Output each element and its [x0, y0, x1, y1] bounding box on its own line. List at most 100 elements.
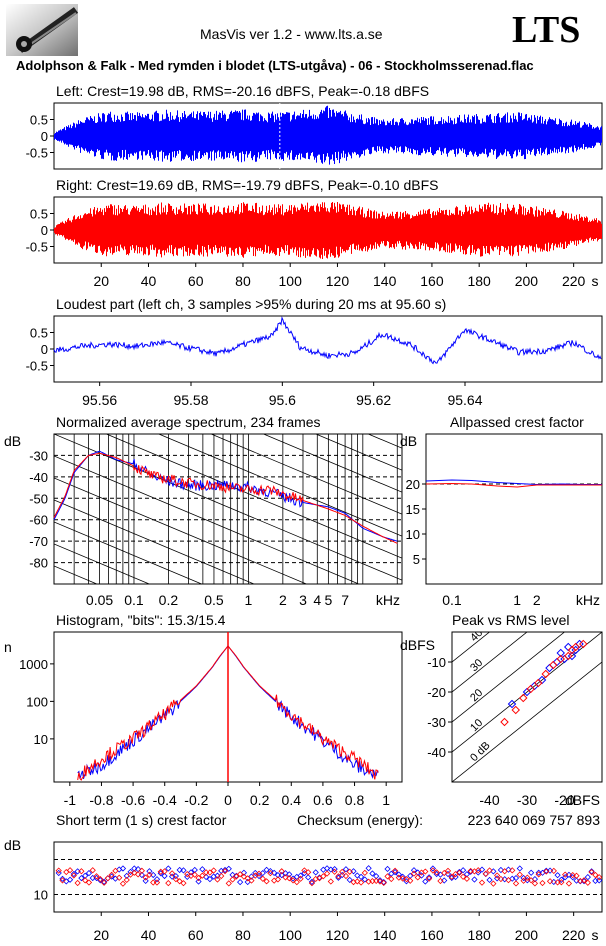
short-term-crest-point-right [55, 867, 62, 874]
peak-vs-rms-point-left [556, 648, 565, 658]
right-waveform-tick-label: 0.5 [30, 207, 48, 222]
peak-vs-rms-point-right [519, 693, 528, 703]
peak-vs-rms-tick-label: -10 [427, 655, 446, 670]
peak-vs-rms-x-tick-label: -30 [517, 792, 537, 808]
short-term-crest-point-right [225, 880, 232, 887]
short-term-crest-point-left [138, 871, 145, 879]
short-term-crest-point-right [74, 879, 81, 887]
avg-spectrum-tick-label: -30 [29, 448, 48, 463]
peak-vs-rms-tick-label: -20 [427, 685, 446, 700]
avg-spectrum-title: Normalized average spectrum, 234 frames [56, 414, 321, 430]
allpassed-crest-ylabel: dB [400, 433, 417, 449]
short-term-crest-point-right [195, 874, 202, 882]
short-term-crest-point-left [425, 874, 433, 881]
short-term-crest-point-right [373, 877, 380, 885]
allpassed-crest-series-left [425, 479, 602, 486]
short-term-crest-point-left [153, 876, 161, 883]
short-term-crest-point-right [210, 867, 217, 874]
avg-spectrum-x-tick-label: 5 [324, 592, 332, 608]
short-term-crest-point-right [512, 880, 520, 887]
peak-vs-rms-point-right [541, 669, 550, 679]
short-term-crest-point-left [512, 874, 520, 882]
short-term-crest-point-right [293, 879, 300, 886]
short-term-crest-x-tick-label: 80 [235, 927, 251, 943]
waveform-x-tick-label: 120 [326, 273, 350, 289]
short-term-crest-point-right [305, 869, 312, 876]
short-term-crest-point-left [225, 865, 232, 872]
short-term-crest-point-right [89, 867, 96, 874]
histogram-x-tick-label: -0.4 [153, 792, 177, 808]
histogram-x-tick-label: -0.8 [89, 792, 113, 808]
allpassed-crest-title: Allpassed crest factor [450, 414, 584, 430]
peak-vs-rms-point-right [534, 678, 543, 688]
avg-spectrum-slope-line [54, 434, 402, 581]
brand-logo-text: LTS [512, 9, 581, 51]
short-term-crest-point-right [486, 867, 493, 874]
short-term-crest-point-right [335, 873, 342, 880]
short-term-crest-point-left [467, 868, 474, 875]
loudest-part-frame [53, 315, 603, 383]
short-term-crest-point-right [331, 868, 338, 875]
histogram-x-tick-label: 1 [382, 792, 390, 808]
short-term-crest-point-left [176, 866, 183, 874]
short-term-crest-point-right [422, 868, 429, 875]
short-term-crest-point-left [131, 865, 138, 872]
short-term-crest-x-tick-label: 40 [141, 927, 157, 943]
short-term-crest-point-left [259, 869, 266, 877]
peak-vs-rms-point-right [526, 684, 535, 694]
waveform-x-tick-label: 80 [235, 273, 251, 289]
short-term-crest-point-right [233, 873, 240, 880]
waveform-x-tick-label: 20 [93, 273, 109, 289]
short-term-crest-point-left [391, 869, 399, 876]
short-term-crest-point-right [444, 867, 452, 874]
avg-spectrum-slope-line [314, 434, 402, 471]
short-term-crest-point-right [237, 871, 244, 878]
short-term-crest-point-right [391, 867, 399, 874]
short-term-crest-point-left [365, 865, 372, 872]
short-term-crest-x-tick-label: 120 [326, 927, 350, 943]
short-term-crest-point-left [478, 866, 486, 873]
short-term-crest-x-tick-label: 200 [515, 927, 539, 943]
short-term-crest-point-right [97, 876, 104, 883]
short-term-crest-point-left [422, 878, 429, 885]
histogram-tick-label: 10 [34, 732, 48, 747]
left-waveform-tick-label: 0 [41, 129, 48, 144]
histogram-x-tick-label: 0.6 [313, 792, 333, 808]
loudest-part-x-tick-label: 95.56 [82, 392, 117, 408]
peak-vs-rms-crest-label: 40 [468, 627, 485, 644]
avg-spectrum-x-unit: kHz [376, 592, 400, 608]
loudest-part-x-tick-label: 95.6 [269, 392, 296, 408]
short-term-crest-point-left [305, 874, 312, 881]
short-term-crest-point-left [78, 874, 85, 882]
short-term-crest-point-right [494, 872, 501, 879]
allpassed-crest-x-tick-label: 1 [513, 592, 521, 608]
short-term-crest-point-right [168, 870, 176, 877]
short-term-crest-point-right [191, 871, 198, 878]
short-term-crest-point-right [150, 879, 157, 886]
short-term-crest-point-right [116, 874, 123, 881]
peak-vs-rms-title: Peak vs RMS level [452, 612, 569, 628]
short-term-crest-point-left [146, 868, 153, 875]
short-term-crest-point-right [82, 877, 89, 884]
short-term-crest-point-right [558, 879, 565, 886]
short-term-crest-point-right [505, 877, 512, 884]
short-term-crest-point-right [448, 873, 455, 880]
loudest-part-x-tick-label: 95.58 [173, 392, 208, 408]
left-waveform-trace [54, 105, 602, 165]
peak-vs-rms-point-right [500, 717, 509, 727]
loudest-part-tick-label: -0.5 [26, 359, 48, 374]
short-term-crest-point-right [286, 875, 293, 882]
short-term-crest-point-right [263, 878, 270, 885]
short-term-crest-point-left [199, 866, 206, 873]
short-term-crest-point-left [565, 871, 573, 878]
short-term-crest-point-right [142, 874, 149, 881]
allpassed-crest-tick-label: 20 [406, 477, 420, 492]
short-term-crest-x-tick-label: 140 [373, 927, 397, 943]
short-term-crest-point-right [297, 875, 304, 882]
avg-spectrum-tick-label: -50 [29, 491, 48, 506]
short-term-crest-point-right [592, 871, 599, 879]
short-term-crest-point-right [543, 868, 550, 875]
short-term-crest-point-right [554, 879, 561, 886]
avg-spectrum-slope-line [54, 521, 203, 584]
